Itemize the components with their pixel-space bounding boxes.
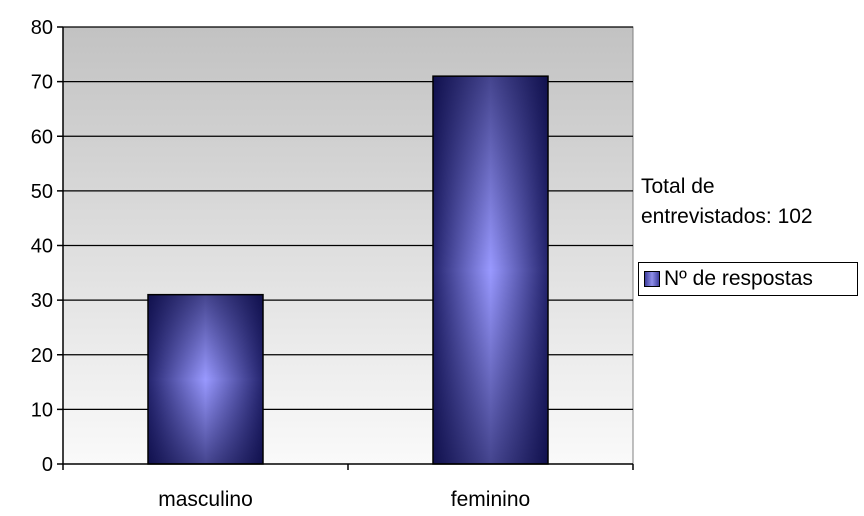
annotation-line-1: Total de (641, 175, 715, 198)
y-tick-label-80: 80 (31, 17, 53, 39)
y-tick-label-10: 10 (31, 399, 53, 421)
bar-masculino (147, 293, 264, 465)
legend-label: Nº de respostas (664, 267, 813, 290)
bar-shade (147, 293, 264, 465)
x-tick-label-masculino: masculino (158, 488, 253, 511)
legend: Nº de respostas (638, 262, 858, 296)
annotation-line-2: entrevistados: 102 (641, 205, 813, 228)
legend-swatch (644, 271, 660, 287)
y-tick-label-40: 40 (31, 236, 53, 258)
y-tick-label-60: 60 (31, 126, 53, 148)
x-axis-labels: masculino feminino (158, 488, 530, 511)
bar-shade (432, 75, 549, 465)
bar-feminino (432, 75, 549, 465)
x-tick-label-feminino: feminino (451, 488, 530, 511)
total-annotation: Total de entrevistados: 102 (641, 172, 863, 232)
y-tick-label-20: 20 (31, 345, 53, 367)
y-tick-label-70: 70 (31, 72, 53, 94)
y-tick-label-0: 0 (42, 454, 53, 476)
y-tick-label-30: 30 (31, 290, 53, 312)
y-axis-ticks: 0 10 20 30 40 50 60 70 80 (31, 17, 63, 476)
y-tick-label-50: 50 (31, 181, 53, 203)
bars (147, 75, 549, 465)
